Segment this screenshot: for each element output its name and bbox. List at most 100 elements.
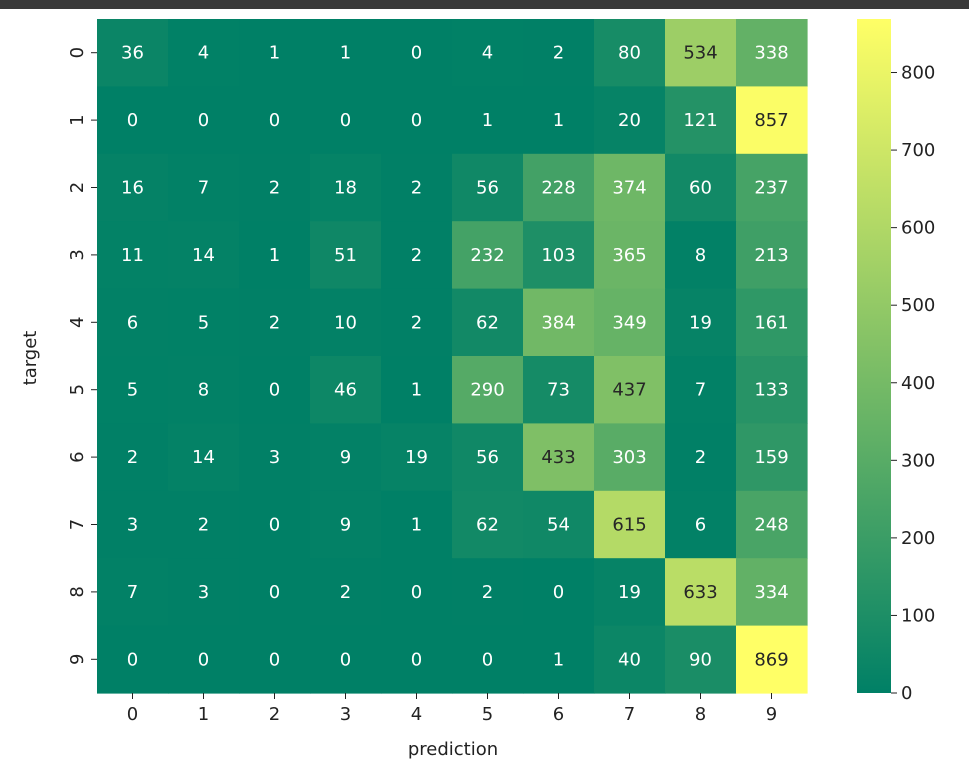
heatmap-cell <box>310 558 382 627</box>
cell-value-label: 857 <box>754 110 788 131</box>
cell-value-label: 869 <box>754 649 788 670</box>
cell-value-label: 2 <box>411 178 422 199</box>
heatmap-cell <box>452 558 524 627</box>
y-tick-label: 3 <box>67 249 88 260</box>
heatmap-cell <box>168 356 240 424</box>
cell-value-label: 0 <box>411 649 422 670</box>
cell-value-label: 9 <box>340 515 351 536</box>
cell-value-label: 433 <box>541 447 575 468</box>
cell-value-label: 2 <box>411 245 422 266</box>
heatmap-cell <box>594 153 666 222</box>
heatmap-cell <box>452 86 524 155</box>
cell-value-label: 4 <box>482 43 493 64</box>
heatmap-cell <box>594 86 666 155</box>
cell-value-label: 0 <box>198 649 209 670</box>
x-axis: 0 1 2 3 4 5 6 7 8 9 <box>127 693 777 725</box>
cell-value-label: 0 <box>269 380 280 401</box>
colorbar-tick-label: 200 <box>901 528 935 549</box>
heatmap-cell <box>736 19 808 87</box>
heatmap-cell <box>168 153 240 222</box>
heatmap-cell <box>168 19 240 87</box>
heatmap-cell <box>381 625 453 694</box>
cell-value-label: 232 <box>470 245 504 266</box>
heatmap-cell <box>97 19 169 87</box>
cell-value-label: 62 <box>476 312 499 333</box>
x-tick-label: 5 <box>482 704 493 725</box>
heatmap-cell <box>381 153 453 222</box>
heatmap-cell <box>239 288 311 357</box>
cell-value-label: 161 <box>754 312 788 333</box>
heatmap-cell <box>665 221 737 290</box>
heatmap-cell <box>523 558 595 627</box>
heatmap-cell <box>310 356 382 424</box>
heatmap-cell <box>452 625 524 694</box>
cell-value-label: 303 <box>612 447 646 468</box>
cell-value-label: 1 <box>269 245 280 266</box>
heatmap-cell <box>523 153 595 222</box>
x-tick-label: 1 <box>198 704 209 725</box>
cell-value-label: 8 <box>198 380 209 401</box>
cell-value-label: 10 <box>334 312 357 333</box>
heatmap-cell <box>310 86 382 155</box>
heatmap-cell <box>310 625 382 694</box>
heatmap-cell <box>239 356 311 424</box>
cell-value-label: 2 <box>269 178 280 199</box>
cell-value-label: 437 <box>612 380 646 401</box>
cell-value-label: 0 <box>269 110 280 131</box>
colorbar-tick-label: 0 <box>901 683 912 704</box>
heatmap-cell <box>594 19 666 87</box>
heatmap-cell <box>310 423 382 492</box>
cell-value-label: 73 <box>547 380 570 401</box>
heatmap-cell <box>665 423 737 492</box>
cell-value-label: 90 <box>689 649 712 670</box>
cell-value-label: 0 <box>553 582 564 603</box>
heatmap-cell <box>523 288 595 357</box>
y-tick-label: 4 <box>67 317 88 328</box>
heatmap-cell <box>168 221 240 290</box>
cell-value-label: 374 <box>612 178 646 199</box>
heatmap-cell <box>736 288 808 357</box>
heatmap-cell <box>239 153 311 222</box>
cell-value-label: 365 <box>612 245 646 266</box>
heatmap-cell <box>665 19 737 87</box>
cell-value-label: 51 <box>334 245 357 266</box>
cell-value-label: 56 <box>476 447 499 468</box>
y-tick-label: 2 <box>67 182 88 193</box>
heatmap-cell <box>523 356 595 424</box>
cell-value-label: 0 <box>269 582 280 603</box>
cell-value-label: 0 <box>269 649 280 670</box>
cell-value-label: 534 <box>683 43 717 64</box>
colorbar-tick-label: 300 <box>901 450 935 471</box>
heatmap-cell <box>239 490 311 559</box>
cell-value-label: 0 <box>482 649 493 670</box>
cell-value-label: 16 <box>121 178 144 199</box>
cell-value-label: 2 <box>269 312 280 333</box>
cell-value-label: 1 <box>340 43 351 64</box>
cell-value-label: 6 <box>127 312 138 333</box>
heatmap-cell <box>452 423 524 492</box>
heatmap-cell <box>452 19 524 87</box>
heatmap-cell <box>310 490 382 559</box>
heatmap-cell <box>97 356 169 424</box>
heatmap-cell <box>168 490 240 559</box>
heatmap-cell <box>594 288 666 357</box>
x-tick-label: 9 <box>766 704 777 725</box>
cell-value-label: 14 <box>192 245 215 266</box>
cell-value-label: 2 <box>482 582 493 603</box>
heatmap-cell <box>523 221 595 290</box>
heatmap-cell <box>381 423 453 492</box>
y-tick-label: 0 <box>67 47 88 58</box>
heatmap-cell <box>381 490 453 559</box>
cell-value-label: 2 <box>553 43 564 64</box>
cell-value-label: 7 <box>198 178 209 199</box>
heatmap-cell <box>168 625 240 694</box>
y-axis: 0 1 2 3 4 5 6 7 8 9 <box>67 47 97 665</box>
cell-value-label: 1 <box>553 649 564 670</box>
cell-value-label: 159 <box>754 447 788 468</box>
y-tick-label: 8 <box>67 586 88 597</box>
cell-value-label: 8 <box>695 245 706 266</box>
cell-value-label: 103 <box>541 245 575 266</box>
x-tick-label: 6 <box>553 704 564 725</box>
heatmap-cell <box>97 625 169 694</box>
